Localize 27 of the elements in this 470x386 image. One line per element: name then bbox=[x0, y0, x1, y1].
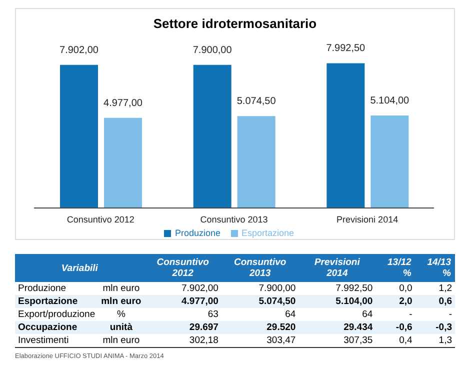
data-label: 7.902,00 bbox=[60, 44, 99, 56]
x-tick-label: Consuntivo 2012 bbox=[66, 214, 134, 224]
table-row: Export/produzione % 63 64 64 - - bbox=[15, 308, 455, 321]
data-label: 7.992,50 bbox=[326, 43, 366, 54]
x-tick-label: Consuntivo 2013 bbox=[200, 214, 268, 224]
legend-label: Produzione bbox=[174, 228, 220, 238]
data-label: 5.074,50 bbox=[236, 96, 276, 108]
bar bbox=[326, 63, 365, 208]
category-label: Consuntivo 2012 bbox=[156, 256, 210, 281]
bar bbox=[193, 64, 232, 208]
data-label: 7.900,00 bbox=[192, 44, 232, 56]
table-row: Investimenti mln euro 302,18 303,47 307,35 0,4 1,3 bbox=[15, 334, 455, 348]
data-label: 4.977,00 bbox=[104, 98, 143, 109]
category-label: Variabili bbox=[60, 262, 99, 276]
data-label: 5.104,00 bbox=[370, 96, 410, 107]
chart-title: Settore idrotermosanitario bbox=[152, 16, 318, 33]
bar bbox=[237, 116, 276, 208]
category-label: Previsioni 2014 bbox=[313, 256, 361, 281]
bar bbox=[60, 64, 98, 208]
table-row: Produzione mln euro 7.902,00 7.900,00 7.992,50 0,0 1,2 bbox=[15, 282, 455, 295]
category-label: 14/13 % bbox=[426, 256, 452, 281]
legend-label: Esportazione bbox=[242, 228, 294, 238]
bar bbox=[370, 116, 409, 208]
bar bbox=[104, 118, 142, 208]
category-label: 13/12 % bbox=[386, 256, 412, 281]
category-label: Consuntivo 2013 bbox=[232, 256, 288, 281]
x-tick-label: Previsioni 2014 bbox=[336, 214, 398, 224]
